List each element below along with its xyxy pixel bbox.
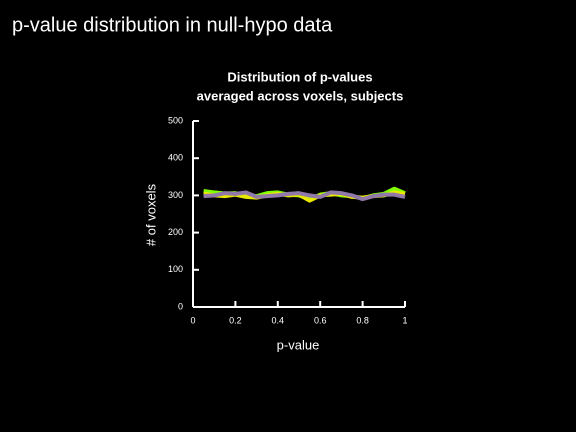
x-tick-label: 0.4 [272, 315, 285, 325]
chart-subtitle: averaged across voxels, subjects [197, 88, 404, 103]
x-tick-label: 0.8 [356, 315, 369, 325]
y-tick-label: 100 [168, 264, 183, 274]
x-tick-label: 0 [190, 315, 195, 325]
x-tick-label: 0.6 [314, 315, 327, 325]
y-tick-label: 0 [178, 301, 183, 311]
y-tick-label: 500 [168, 115, 183, 125]
y-tick-label: 200 [168, 227, 183, 237]
x-tick-label: 0.2 [229, 315, 242, 325]
y-tick-label: 300 [168, 190, 183, 200]
y-tick-label: 400 [168, 153, 183, 163]
chart-title: Distribution of p-values [227, 69, 372, 84]
data-line [203, 190, 406, 202]
x-tick-label: 1 [402, 315, 407, 325]
x-axis-label: p-value [277, 337, 320, 352]
y-axis-label: # of voxels [143, 183, 158, 246]
slide-title: p-value distribution in null-hypo data [12, 14, 333, 36]
